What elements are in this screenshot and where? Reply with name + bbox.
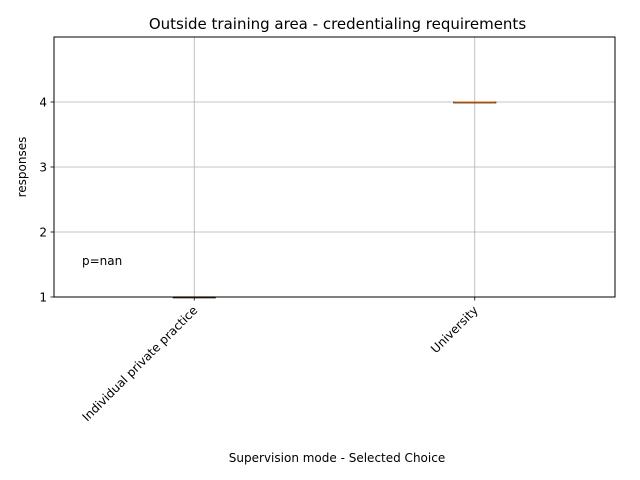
y-tick-label: 3 [39,161,47,175]
y-tick-label: 1 [39,291,47,305]
grid-lines [54,37,615,298]
y-axis-label: responses [15,137,29,198]
x-axis-label: Supervision mode - Selected Choice [229,451,445,465]
box-series [172,101,497,299]
p-value-annotation: p=nan [82,254,122,268]
y-tick-label: 4 [39,96,47,110]
y-tick-label: 2 [39,226,47,240]
plot-frame [53,36,616,298]
chart-title: Outside training area - credentialing re… [149,15,526,33]
x-tick-label: University [428,303,481,356]
x-tick-label: Individual private practice [79,303,200,424]
